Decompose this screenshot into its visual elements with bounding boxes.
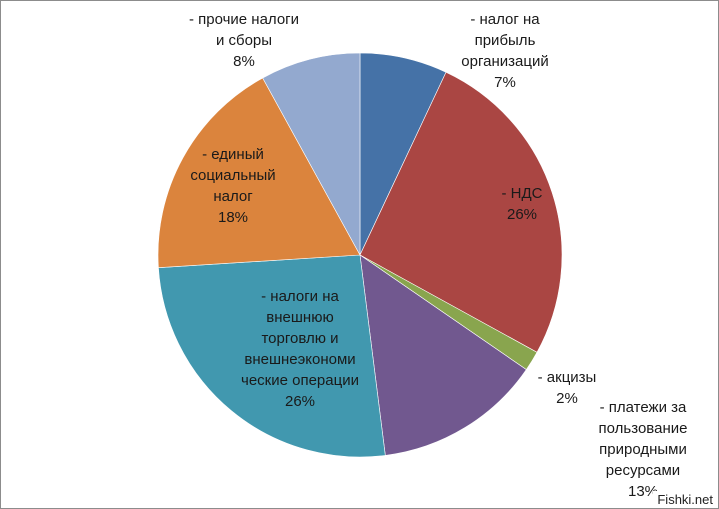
slice-percent: 7% [494, 74, 516, 91]
pie-slice-2 [359, 71, 563, 353]
slice-label-line: внешнюю [266, 309, 333, 326]
pie-slice-5 [158, 254, 386, 458]
slice-label-line: организаций [461, 53, 548, 70]
slice-labels: - налог на прибыль организаций 7%- НДС 26%- … [189, 11, 688, 500]
slice-percent: 2% [556, 390, 578, 407]
pie-slices [157, 52, 563, 458]
slice-label-7: - прочие налоги и сборы 8% [189, 11, 299, 70]
watermark: Fishki.net [653, 491, 717, 508]
slice-label-4: - платежи за пользование природными ресурса… [599, 399, 688, 500]
slice-label-line: - акцизы [538, 369, 597, 386]
slice-label-line: - налог на [470, 11, 540, 28]
slice-label-6: - единый социальный налог 18% [190, 146, 275, 226]
slice-label-line: внешнеэкономи [244, 351, 355, 368]
slice-label-line: социальный [190, 167, 275, 184]
slice-percent: 26% [285, 393, 315, 410]
slice-percent: 13% [628, 483, 658, 500]
slice-label-line: прибыль [475, 32, 536, 49]
slice-label-line: - налоги на [261, 288, 339, 305]
pie-slice-7 [262, 52, 361, 256]
slice-label-line: торговлю и [261, 330, 338, 347]
slice-percent: 26% [507, 206, 537, 223]
slice-percent: 8% [233, 53, 255, 70]
slice-label-line: - единый [202, 146, 264, 163]
slice-label-line: пользование [599, 420, 688, 437]
slice-label-line: - платежи за [600, 399, 687, 416]
pie-slice-6 [157, 77, 361, 268]
slice-label-3: - акцизы 2% [538, 369, 597, 407]
slice-percent: 18% [218, 209, 248, 226]
slice-label-line: налог [213, 188, 253, 205]
slice-label-1: - налог на прибыль организаций 7% [461, 11, 548, 91]
slice-label-line: ресурсами [606, 462, 680, 479]
slice-label-2: - НДС 26% [502, 185, 543, 223]
slice-label-line: - прочие налоги [189, 11, 299, 28]
slice-label-5: - налоги на внешнюю торговлю и внешнеэконом… [241, 288, 359, 410]
slice-label-line: - НДС [502, 185, 543, 202]
slice-label-line: природными [599, 441, 687, 458]
slice-label-line: и сборы [216, 32, 272, 49]
slice-label-line: ческие операции [241, 372, 359, 389]
pie-slice-4 [359, 254, 527, 456]
